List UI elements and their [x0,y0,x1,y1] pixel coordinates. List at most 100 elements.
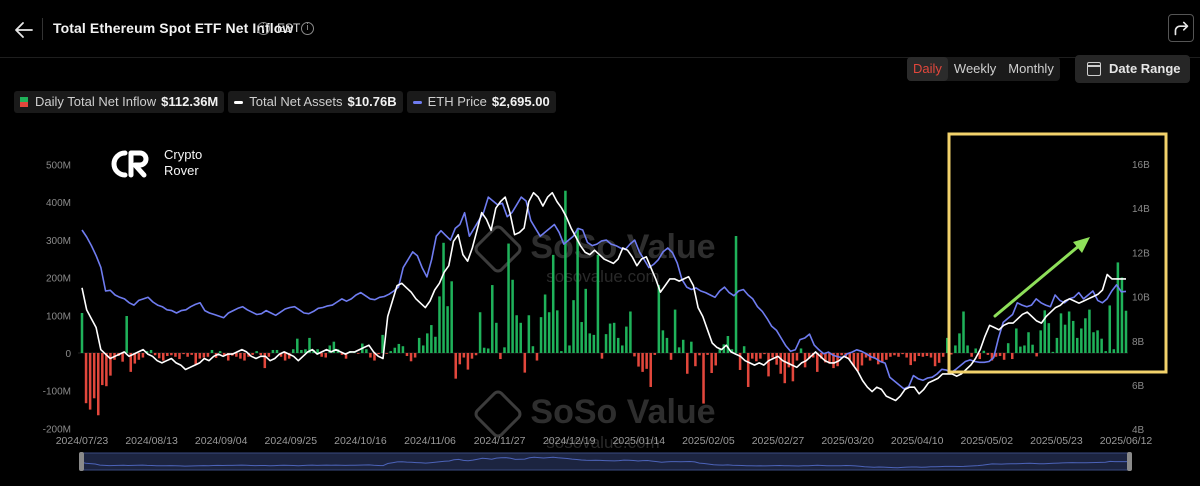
page-title: Total Ethereum Spot ETF Net Inflow [53,20,294,36]
inflow-bar [698,353,701,356]
eth-price-line [81,196,1127,390]
inflow-bar [401,346,405,353]
inflow-bar [974,348,977,353]
inflow-bar [247,353,250,357]
inflow-bar [486,348,490,353]
crypto-rover-logo: Crypto Rover [108,146,228,180]
inflow-bar [515,315,518,353]
inflow-bar [1092,332,1095,353]
navigator-handle [79,452,84,471]
inflow-bar [255,351,258,353]
inflow-bar [746,353,750,387]
legend-value: $112.36M [161,94,219,109]
inflow-bar [710,353,713,373]
inflow-bar [182,353,185,355]
inflow-bar [568,345,571,353]
inflow-bar [157,353,161,359]
inflow-bar [511,279,514,353]
inflow-bar [92,353,96,399]
eth-price-swatch [412,100,422,104]
inflow-bar [206,353,210,357]
range-toggle: Daily Weekly Monthly [907,57,1060,81]
share-icon[interactable] [1168,14,1194,42]
inflow-bar [1015,328,1018,353]
range-navigator [79,452,1131,471]
info-icon[interactable]: i [257,22,270,35]
range-monthly-button[interactable]: Monthly [1008,61,1054,76]
inflow-bar [417,337,421,353]
inflow-bar [1084,318,1087,353]
legend-item-net-inflow[interactable]: Daily Total Net Inflow $112.36M [14,91,225,113]
inflow-bar [523,353,527,373]
x-tick-label: 2024/11/27 [474,435,526,447]
inflow-bar [816,353,819,372]
range-weekly-button[interactable]: Weekly [953,61,997,76]
net-assets-line [81,191,1126,402]
logo-line2: Rover [164,163,199,178]
inflow-bar [300,349,303,353]
inflow-bar [556,310,559,353]
chart-legend: Daily Total Net Inflow $112.36M Total Ne… [14,91,556,113]
inflow-bar [547,312,551,353]
back-arrow-icon[interactable] [12,18,36,42]
inflow-bar [462,353,466,358]
inflow-bar [755,353,758,362]
inflow-bar [864,353,868,358]
inflow-bar [763,353,766,355]
range-daily-button[interactable]: Daily [907,57,948,81]
inflow-bar [527,315,531,353]
inflow-bar [251,353,254,355]
inflow-bar [1071,320,1075,353]
inflow-bar [397,343,401,353]
legend-item-eth-price[interactable]: ETH Price $2,695.00 [406,91,556,113]
inflow-bar [629,311,632,353]
inflow-bar [332,341,336,353]
inflow-bar [141,353,145,358]
info-icon[interactable]: i [301,22,314,35]
inflow-bar [316,349,319,353]
inflow-bar [381,334,384,353]
calendar-icon [1087,62,1101,76]
inflow-bar [1006,343,1010,353]
inflow-bar [941,353,945,357]
inflow-bar [373,353,376,361]
inflow-bar [1059,313,1063,353]
inflow-bar [592,334,596,353]
inflow-bar [860,353,864,366]
inflow-bar [820,353,823,359]
x-tick-label: 2025/02/27 [752,435,805,447]
y-left-tick-label: 200M [46,274,71,285]
inflow-swatch [20,97,28,107]
inflow-bar [1055,337,1059,353]
inflow-bar [405,353,409,357]
inflow-bar [661,330,665,353]
inflow-bar [917,353,921,357]
x-tick-label: 2025/04/10 [891,435,944,447]
legend-value: $10.76B [347,94,397,109]
inflow-bar [1031,344,1034,353]
inflow-bar [133,353,137,364]
inflow-bar [649,353,652,387]
date-range-button[interactable]: Date Range [1075,55,1190,83]
inflow-bar [580,322,583,353]
x-tick-label: 2025/02/05 [682,435,735,447]
inflow-bar [263,353,267,369]
inflow-bar [604,334,608,353]
y-left-tick-label: 500M [46,160,71,171]
inflow-bar [657,285,661,353]
inflow-bar [824,353,827,363]
legend-item-net-assets[interactable]: Total Net Assets $10.76B [228,91,403,113]
top-bar: Total Ethereum Spot ETF Net Inflow i EST… [0,0,1200,58]
inflow-bar [852,353,856,367]
x-tick-label: 2024/08/13 [125,435,178,447]
inflow-bar [840,353,843,356]
inflow-bar [1088,309,1091,353]
inflow-bar [787,353,791,368]
inflow-bar [706,353,709,355]
inflow-bar [413,353,417,358]
inflow-bar [365,349,368,353]
y-right-tick-label: 10B [1132,293,1150,304]
timezone-label: EST [277,21,301,35]
inflow-bar [340,353,344,355]
inflow-bar [543,294,547,353]
